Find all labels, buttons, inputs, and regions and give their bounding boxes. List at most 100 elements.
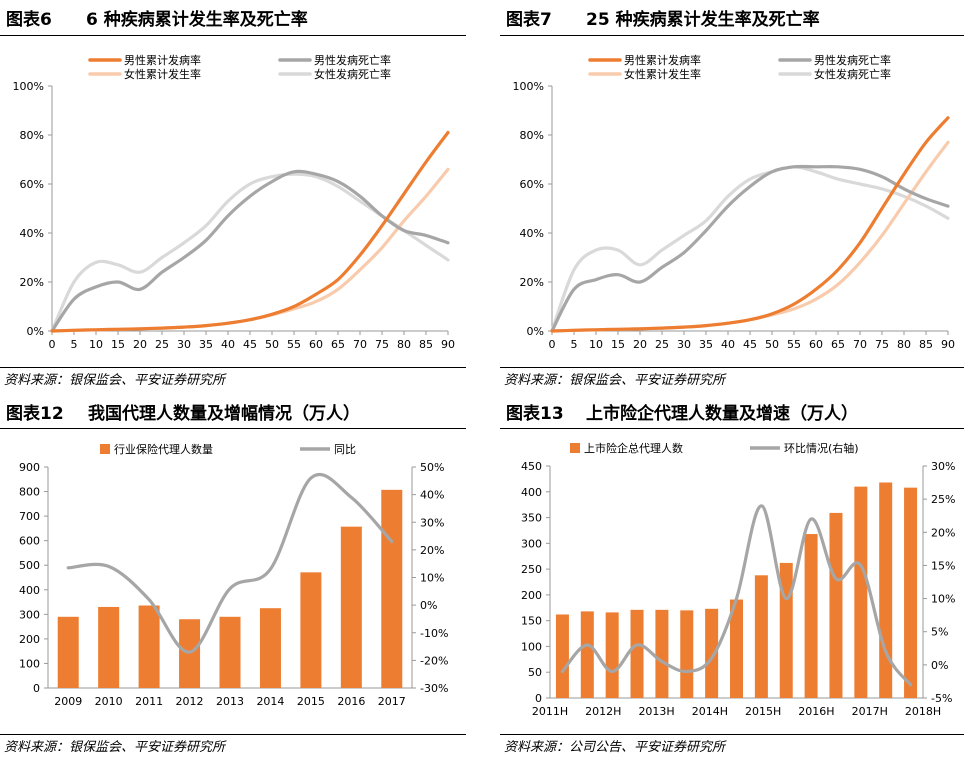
y2-tick-label: 0% [931,659,948,672]
bar [705,608,719,698]
x-tick-label: 35 [199,338,213,351]
x-tick-label: 60 [309,338,323,351]
series-line [550,164,950,333]
y2-tick-label: 30% [420,516,444,529]
legend-label: 女性发病死亡率 [314,67,391,81]
x-tick-label: 25 [655,338,669,351]
x-tick-label: 15 [611,338,625,351]
panel-title-text: 我国代理人数量及增幅情况（万人） [88,404,360,424]
bar [680,610,694,698]
x-tick-label: 65 [331,338,345,351]
y2-tick-label: -5% [931,692,952,705]
y2-tick-label: 5% [931,626,948,639]
y-tick-label: 0 [535,692,542,705]
x-tick-label: 2010 [95,695,123,708]
source-rule [500,367,964,368]
legend-label: 女性发病死亡率 [814,67,891,81]
x-tick-label: 0 [549,338,556,351]
legend-label: 环比情况(右轴) [784,441,859,455]
x-tick-label: 2016H [798,705,834,718]
x-tick-label: 60 [809,338,823,351]
x-tick-label: 75 [375,338,389,351]
source-rule [0,734,466,735]
y-tick-label: 100 [19,657,40,670]
y-tick-label: 0 [33,682,40,695]
legend-label: 女性累计发生率 [624,67,701,81]
x-tick-label: 15 [111,338,125,351]
y2-tick-label: 10% [931,593,955,606]
legend-label: 男性累计发病率 [624,53,701,67]
x-tick-label: 30 [677,338,691,351]
x-tick-label: 70 [353,338,367,351]
title-rule [0,428,466,429]
y-tick-label: 200 [521,589,542,602]
panel-title: 图表7 25 种疾病累计发生率及死亡率 [506,6,820,34]
series-line [550,116,950,333]
x-tick-label: 2009 [54,695,82,708]
bar [879,482,893,698]
x-tick-label: 45 [743,338,757,351]
x-tick-label: 40 [721,338,735,351]
bar [829,512,843,698]
x-tick-label: 25 [155,338,169,351]
x-tick-label: 55 [787,338,801,351]
legend-label: 行业保险代理人数量 [114,442,213,456]
series-line [50,167,450,333]
x-tick-label: 2014 [256,695,284,708]
source-note: 资料来源：银保监会、平安证券研究所 [504,373,726,388]
panel-title: 图表6 6 种疾病累计发生率及死亡率 [6,6,308,34]
legend-label: 女性累计发生率 [124,67,201,81]
x-tick-label: 5 [71,338,78,351]
chart-panel-7: 图表7 25 种疾病累计发生率及死亡率 男性累计发病率 男性发病死亡率 女性累计发生率… [500,0,966,390]
y-tick-label: 40% [520,227,544,240]
y-tick-label: 700 [19,510,40,523]
bar-line-chart-12: 行业保险代理人数量 同比 0 100 200 300 400 500 600 700 800 900 -… [19,442,448,708]
legend-swatch [570,443,580,453]
series-line [66,472,394,654]
panel-title-number: 图表7 [506,10,552,30]
y-tick-label: 450 [521,460,542,473]
y-tick-label: 40% [20,227,44,240]
series-line [550,165,950,333]
x-tick-label: 2011H [532,705,568,718]
series-line [550,140,950,333]
bar [219,616,241,688]
chart-panel-12: 图表12 我国代理人数量及增幅情况（万人） 行业保险代理人数量 同比 0 100 200 3… [0,396,466,763]
x-tick-label: 2016 [337,695,365,708]
x-tick-label: 5 [571,338,578,351]
y-tick-label: 800 [19,486,40,499]
x-tick-label: 0 [49,338,56,351]
legend-label: 上市险企总代理人数 [584,441,683,455]
bar [259,608,281,688]
y2-tick-label: 30% [931,460,955,473]
source-rule [500,734,964,735]
y-tick-label: 600 [19,535,40,548]
bar [804,534,818,698]
bar [580,611,594,698]
y2-tick-label: 10% [420,572,444,585]
series-line [50,169,450,333]
y-tick-label: 500 [19,559,40,572]
x-tick-label: 90 [941,338,955,351]
panel-title-number: 图表13 [506,404,564,424]
y-tick-label: 350 [521,512,542,525]
y-tick-label: 80% [20,129,44,142]
x-tick-label: 50 [265,338,279,351]
bar [381,489,403,688]
y-tick-label: 20% [520,276,544,289]
panel-title: 图表12 我国代理人数量及增幅情况（万人） [6,400,360,428]
y2-tick-label: 50% [420,461,444,474]
x-tick-label: 2018H [905,705,941,718]
source-note: 资料来源：银保监会、平安证券研究所 [4,373,226,388]
y2-tick-label: 20% [931,526,955,539]
y-tick-label: 100% [513,80,544,93]
panel-title-number: 图表6 [6,10,52,30]
x-tick-label: 55 [287,338,301,351]
panel-title-text: 6 种疾病累计发生率及死亡率 [86,10,308,30]
bar [555,614,569,698]
y-tick-label: 250 [521,563,542,576]
x-tick-label: 2015H [745,705,781,718]
y2-tick-label: 15% [931,559,955,572]
